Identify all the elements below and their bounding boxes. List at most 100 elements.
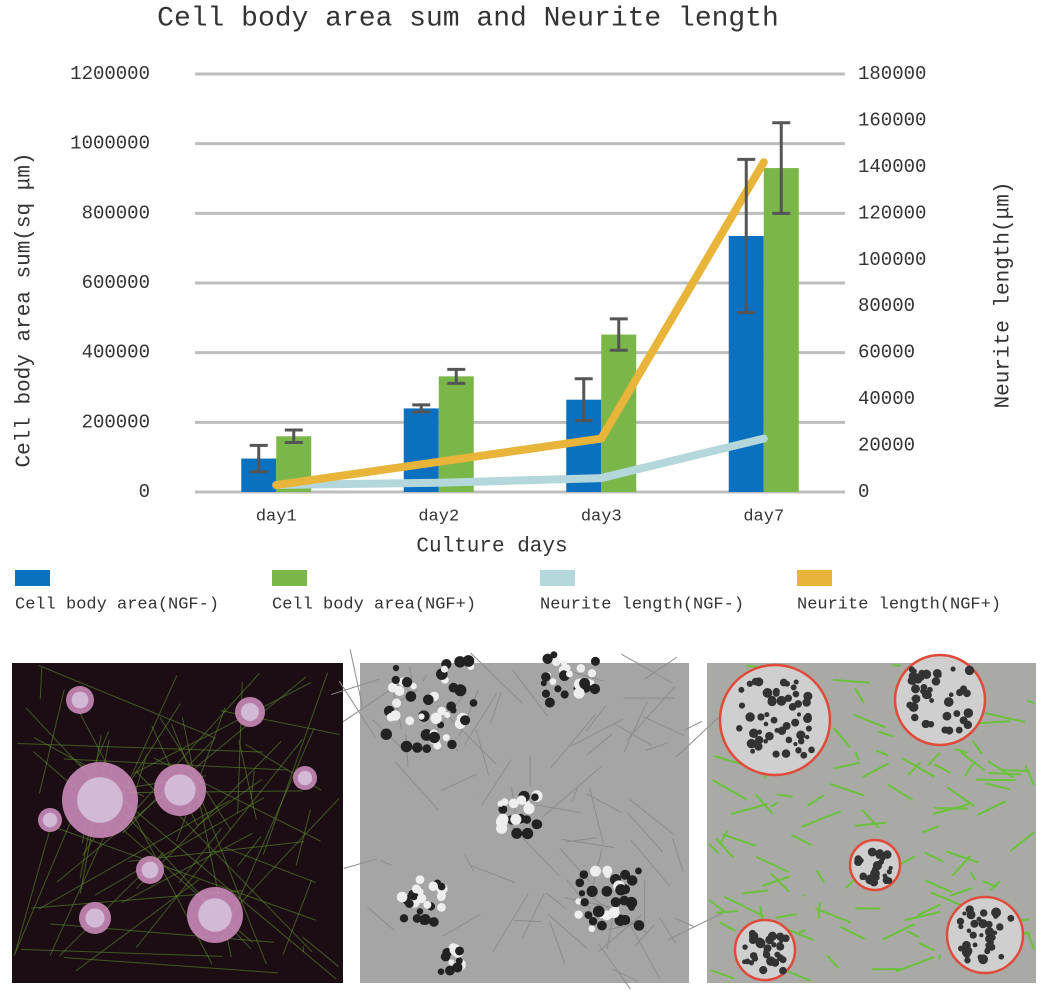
cell xyxy=(793,691,800,698)
cell xyxy=(964,708,974,718)
cell xyxy=(929,698,934,703)
legend-label: Neurite length(NGF-) xyxy=(540,595,744,614)
cell xyxy=(454,684,466,696)
cell xyxy=(973,942,978,947)
cell xyxy=(793,742,797,746)
cell xyxy=(953,710,960,717)
cell xyxy=(985,942,991,948)
bar xyxy=(764,168,799,492)
cell xyxy=(580,870,589,879)
cell xyxy=(416,875,425,884)
cell xyxy=(635,868,642,875)
cell xyxy=(429,917,439,927)
cell xyxy=(911,714,918,721)
cell xyxy=(522,828,533,839)
chart-title: Cell body area sum and Neurite length xyxy=(157,3,779,34)
cell xyxy=(510,814,521,825)
cell xyxy=(943,712,952,721)
x-tick-label: day2 xyxy=(418,507,459,526)
cell xyxy=(858,858,863,863)
cell xyxy=(749,729,758,738)
cell-cluster xyxy=(72,692,89,709)
cell xyxy=(591,657,600,666)
cell xyxy=(993,931,997,935)
cell xyxy=(437,903,446,912)
cell xyxy=(437,893,445,901)
cell xyxy=(564,664,571,671)
x-tick-label: day3 xyxy=(581,507,622,526)
y-tick-label: 200000 xyxy=(82,411,150,433)
y2-tick-label: 120000 xyxy=(858,202,926,224)
cell xyxy=(511,828,522,839)
cell xyxy=(963,689,971,697)
cell xyxy=(580,898,588,906)
cell xyxy=(430,713,441,724)
cell xyxy=(868,848,877,857)
cell xyxy=(550,678,557,685)
y2-tick-label: 20000 xyxy=(858,435,915,457)
cell xyxy=(620,915,630,925)
cell xyxy=(550,651,557,658)
cell xyxy=(768,932,777,941)
y-tick-label: 800000 xyxy=(82,202,150,224)
cell xyxy=(579,890,585,896)
cell xyxy=(597,921,607,931)
cell xyxy=(958,924,963,929)
cell xyxy=(574,910,582,918)
cell xyxy=(1007,915,1014,922)
cell xyxy=(590,684,600,694)
cell xyxy=(745,712,754,721)
cell xyxy=(803,714,812,723)
cell xyxy=(764,722,769,727)
cell xyxy=(423,901,431,909)
cell xyxy=(517,795,526,804)
bar xyxy=(439,376,474,492)
cell xyxy=(405,899,414,908)
cell xyxy=(764,712,769,717)
cell xyxy=(443,734,450,741)
x-axis-title: Culture days xyxy=(416,536,567,559)
cell xyxy=(800,752,807,759)
legend-label: Neurite length(NGF+) xyxy=(797,595,1001,614)
cell xyxy=(523,815,531,823)
cell xyxy=(438,883,446,891)
y-tick-label: 600000 xyxy=(82,272,150,294)
cell xyxy=(797,712,801,716)
cell xyxy=(417,894,426,903)
cell xyxy=(780,956,787,963)
cell xyxy=(609,907,620,918)
cell xyxy=(991,908,1001,918)
cell xyxy=(798,738,804,744)
cell xyxy=(463,655,475,667)
fluorescence-image xyxy=(12,663,343,983)
cell xyxy=(932,677,941,686)
cell xyxy=(870,878,878,886)
y2-tick-label: 100000 xyxy=(858,249,926,271)
cell-cluster xyxy=(164,774,195,805)
cell xyxy=(956,689,963,696)
cell xyxy=(889,866,893,870)
cell xyxy=(627,875,637,885)
cell xyxy=(593,906,605,918)
cell xyxy=(776,696,786,706)
cell xyxy=(406,691,417,702)
neurite-trace xyxy=(892,665,900,666)
cell xyxy=(417,908,424,915)
cell xyxy=(980,909,987,916)
y2-axis-title: Neurite length(μm) xyxy=(993,182,1016,409)
cell xyxy=(394,686,404,696)
cell xyxy=(773,688,780,695)
cell xyxy=(985,935,993,943)
cell xyxy=(441,666,448,673)
cell xyxy=(965,666,974,675)
cell xyxy=(998,954,1004,960)
legend-swatch xyxy=(15,570,50,586)
cell xyxy=(532,819,542,829)
cell xyxy=(405,716,414,725)
neurite-trace xyxy=(1001,770,1028,771)
cell xyxy=(912,669,916,673)
cell xyxy=(392,676,400,684)
cell xyxy=(584,911,592,919)
cell xyxy=(749,960,754,965)
